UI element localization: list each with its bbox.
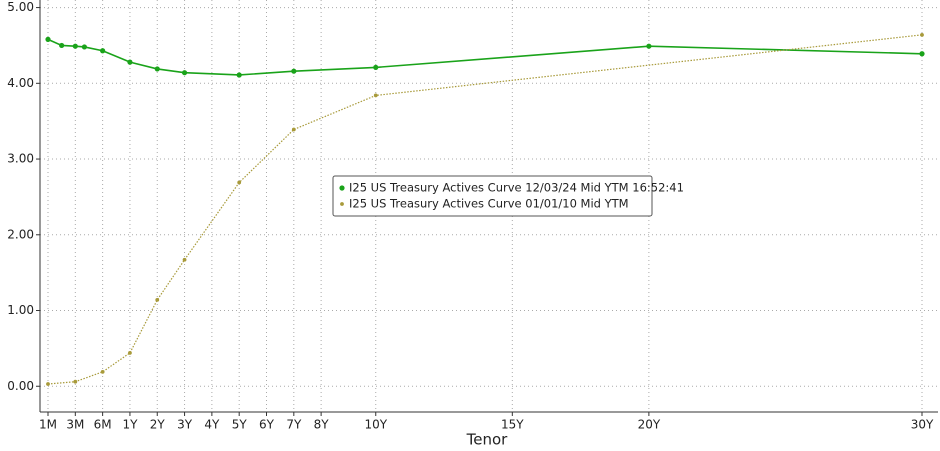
- series-point: [920, 32, 924, 37]
- x-tick-label: 8Y: [314, 418, 330, 432]
- legend-marker: [340, 202, 344, 206]
- x-axis-label: Tenor: [466, 431, 509, 449]
- y-tick-label: 0.00: [7, 379, 34, 393]
- x-tick-label: 3Y: [177, 418, 193, 432]
- series-point: [46, 382, 50, 386]
- y-tick-label: 3.00: [7, 152, 34, 166]
- series-point: [72, 43, 78, 49]
- series-point: [154, 66, 160, 72]
- series-point: [373, 93, 378, 98]
- legend-box: [332, 175, 653, 217]
- series-point: [73, 379, 78, 384]
- series-point: [128, 351, 132, 355]
- legend-marker: [339, 185, 345, 191]
- series-point: [100, 48, 106, 54]
- series-point: [646, 43, 652, 49]
- series-point: [100, 369, 105, 374]
- legend-label: I25 US Treasury Actives Curve 12/03/24 M…: [349, 181, 684, 195]
- y-tick-label: 4.00: [7, 76, 34, 90]
- series-point: [236, 72, 242, 78]
- y-tick-label: 2.00: [7, 227, 34, 241]
- x-tick-label: 3M: [66, 418, 84, 432]
- x-tick-label: 6M: [94, 418, 112, 432]
- x-tick-label: 10Y: [364, 418, 387, 432]
- x-tick-label: 30Y: [911, 418, 934, 432]
- series-point: [237, 180, 242, 185]
- x-tick-label: 20Y: [638, 418, 661, 432]
- x-tick-label: 6Y: [259, 418, 275, 432]
- x-tick-label: 1M: [39, 418, 57, 432]
- x-tick-label: 7Y: [286, 418, 302, 432]
- series-point: [182, 257, 187, 262]
- series-point: [45, 36, 51, 42]
- series-line: [47, 38, 923, 76]
- y-tick-label: 1.00: [7, 303, 34, 317]
- series-point: [155, 298, 160, 302]
- series-point: [81, 44, 88, 50]
- x-tick-label: 2Y: [150, 418, 166, 432]
- x-tick-label: 5Y: [232, 418, 248, 432]
- series-point: [373, 64, 379, 71]
- series-point: [181, 70, 188, 76]
- series-point: [291, 127, 296, 132]
- y-tick-label: 5.00: [7, 0, 34, 14]
- x-tick-label: 1Y: [122, 418, 138, 432]
- legend-label: I25 US Treasury Actives Curve 01/01/10 M…: [349, 197, 629, 211]
- series-point: [291, 68, 297, 74]
- x-tick-label: 15Y: [501, 418, 524, 432]
- series-point: [59, 42, 65, 49]
- series-point: [127, 59, 133, 65]
- x-tick-label: 4Y: [204, 418, 220, 432]
- series-point: [919, 51, 925, 57]
